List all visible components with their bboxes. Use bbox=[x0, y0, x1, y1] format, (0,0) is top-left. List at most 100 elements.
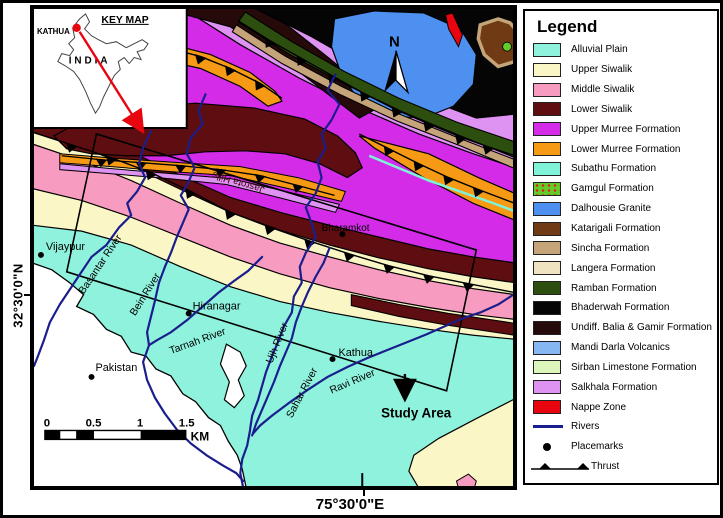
legend-label: Gamgul Formation bbox=[571, 183, 654, 195]
legend-panel: Legend Alluvial Plain Upper Siwalik Middle… bbox=[523, 9, 719, 485]
legend-label: Sirban Limestone Formation bbox=[571, 361, 697, 373]
legend-item-salkhala-formation: Salkhala Formation bbox=[525, 377, 717, 397]
legend-river-symbol bbox=[533, 425, 571, 429]
label-kathua: Kathua bbox=[338, 347, 373, 359]
legend-list: Alluvial Plain Upper Siwalik Middle Siwali… bbox=[525, 40, 717, 477]
rivers-group bbox=[32, 73, 517, 490]
label-pakistan: Pakistan bbox=[95, 362, 137, 374]
river-bein bbox=[145, 93, 207, 347]
legend-swatch bbox=[533, 340, 561, 355]
legend-label: Placemarks bbox=[571, 441, 624, 453]
legend-item-upper-siwalik: Upper Siwalik bbox=[525, 60, 717, 80]
legend-label: Middle Siwalik bbox=[571, 84, 635, 96]
legend-swatch bbox=[533, 102, 561, 117]
legend-label: Thrust bbox=[591, 461, 620, 473]
latitude-tick bbox=[24, 294, 30, 296]
legend-swatch bbox=[533, 281, 561, 296]
placemark-vijaypur bbox=[37, 251, 44, 258]
key-map-title: KEY MAP bbox=[101, 15, 148, 26]
key-map-country-label: INDIA bbox=[69, 56, 111, 67]
river-tarnah bbox=[147, 255, 264, 347]
legend-placemark-symbol bbox=[533, 442, 571, 451]
region-border-pocket bbox=[219, 343, 247, 409]
scale-tick-0: 0 bbox=[44, 418, 50, 430]
legend-swatch bbox=[533, 201, 561, 216]
legend-label: Upper Murree Formation bbox=[571, 123, 681, 135]
legend-item-sirban-limestone-formation: Sirban Limestone Formation bbox=[525, 358, 717, 378]
key-map-inset: KEY MAP KATHUA INDIA bbox=[31, 6, 188, 129]
legend-label: Upper Siwalik bbox=[571, 64, 633, 76]
legend-swatch bbox=[533, 82, 561, 97]
longitude-axis-label: 75°30'0"E bbox=[315, 496, 385, 513]
north-label: N bbox=[389, 35, 400, 51]
legend-label: Salkhala Formation bbox=[571, 381, 658, 393]
north-needle-right bbox=[395, 50, 410, 95]
legend-label: Subathu Formation bbox=[571, 163, 657, 175]
river-tarnah-outlet bbox=[141, 344, 245, 483]
legend-label: Bhaderwah Formation bbox=[571, 302, 670, 314]
legend-swatch bbox=[533, 161, 561, 176]
legend-label: Lower Murree Formation bbox=[571, 143, 681, 155]
legend-item-nappe-zone: Nappe Zone bbox=[525, 397, 717, 417]
thrust-line-north bbox=[237, 20, 516, 157]
legend-item-thrust: Thrust bbox=[525, 457, 717, 477]
legend-item-gamgul-formation: Gamgul Formation bbox=[525, 179, 717, 199]
legend-swatch bbox=[533, 360, 561, 375]
legend-swatch bbox=[533, 320, 561, 335]
river-ravi bbox=[252, 292, 517, 435]
river-basantar bbox=[32, 129, 153, 368]
legend-swatch bbox=[533, 261, 561, 276]
thrust-line-main bbox=[31, 131, 516, 294]
river-ujh bbox=[249, 73, 341, 430]
legend-swatch bbox=[533, 181, 561, 196]
legend-label: Dalhousie Granite bbox=[571, 203, 652, 215]
legend-title: Legend bbox=[537, 17, 598, 36]
legend-item-katarigali-formation: Katarigali Formation bbox=[525, 219, 717, 239]
legend-swatch bbox=[533, 380, 561, 395]
label-bharamkot: Bharamkot bbox=[322, 223, 370, 234]
india-outline bbox=[57, 13, 149, 115]
legend-label: Langera Formation bbox=[571, 262, 656, 274]
legend-swatch bbox=[533, 122, 561, 137]
river-sahar bbox=[251, 246, 331, 437]
legend-label: Lower Siwalik bbox=[571, 103, 633, 115]
band-gamgul-speck bbox=[502, 41, 512, 52]
map-frame bbox=[32, 7, 515, 488]
legend-item-mandi-darla-volcanics: Mandi Darla Volcanics bbox=[525, 338, 717, 358]
legend-swatch bbox=[533, 62, 561, 77]
longitude-tick-outer bbox=[363, 490, 365, 496]
river-outlet bbox=[239, 428, 252, 490]
legend-item-subathu-formation: Subathu Formation bbox=[525, 159, 717, 179]
label-vijaypur: Vijaypur bbox=[46, 241, 86, 253]
legend-swatch bbox=[533, 400, 561, 415]
legend-item-dalhousie-granite: Dalhousie Granite bbox=[525, 199, 717, 219]
legend-item-ramban-formation: Ramban Formation bbox=[525, 278, 717, 298]
scale-tick-05: 0.5 bbox=[86, 418, 102, 430]
key-map-city-label: KATHUA bbox=[37, 27, 70, 36]
legend-thrust-symbol bbox=[531, 460, 589, 473]
legend-swatch bbox=[533, 241, 561, 256]
legend-label: Katarigali Formation bbox=[571, 223, 661, 235]
legend-item-lower-murree-formation: Lower Murree Formation bbox=[525, 139, 717, 159]
legend-label: Undiff. Balia & Gamir Formation bbox=[571, 322, 712, 334]
legend-item-undiff-balia-gamir-formation: Undiff. Balia & Gamir Formation bbox=[525, 318, 717, 338]
placemark-bharamkot bbox=[339, 231, 346, 238]
key-map-city-dot bbox=[72, 23, 81, 32]
scale-tick-1: 1 bbox=[137, 418, 144, 430]
placemark-hiranagar bbox=[185, 310, 192, 317]
legend-item-upper-murree-formation: Upper Murree Formation bbox=[525, 119, 717, 139]
legend-item-lower-siwalik: Lower Siwalik bbox=[525, 100, 717, 120]
thrust-line-east bbox=[358, 133, 516, 205]
thrust-line-jasrota bbox=[61, 155, 335, 197]
north-needle-left bbox=[384, 50, 396, 93]
legend-label: Alluvial Plain bbox=[571, 44, 628, 56]
map-canvas: Study Area Vijaypur Hiranagar Kathua Pak… bbox=[30, 5, 517, 490]
legend-item-middle-siwalik: Middle Siwalik bbox=[525, 80, 717, 100]
legend-item-bhaderwah-formation: Bhaderwah Formation bbox=[525, 298, 717, 318]
legend-label: Sincha Formation bbox=[571, 242, 650, 254]
legend-swatch bbox=[533, 42, 561, 57]
legend-label: Nappe Zone bbox=[571, 401, 627, 413]
study-area-label: Study Area bbox=[381, 406, 452, 421]
legend-swatch bbox=[533, 221, 561, 236]
